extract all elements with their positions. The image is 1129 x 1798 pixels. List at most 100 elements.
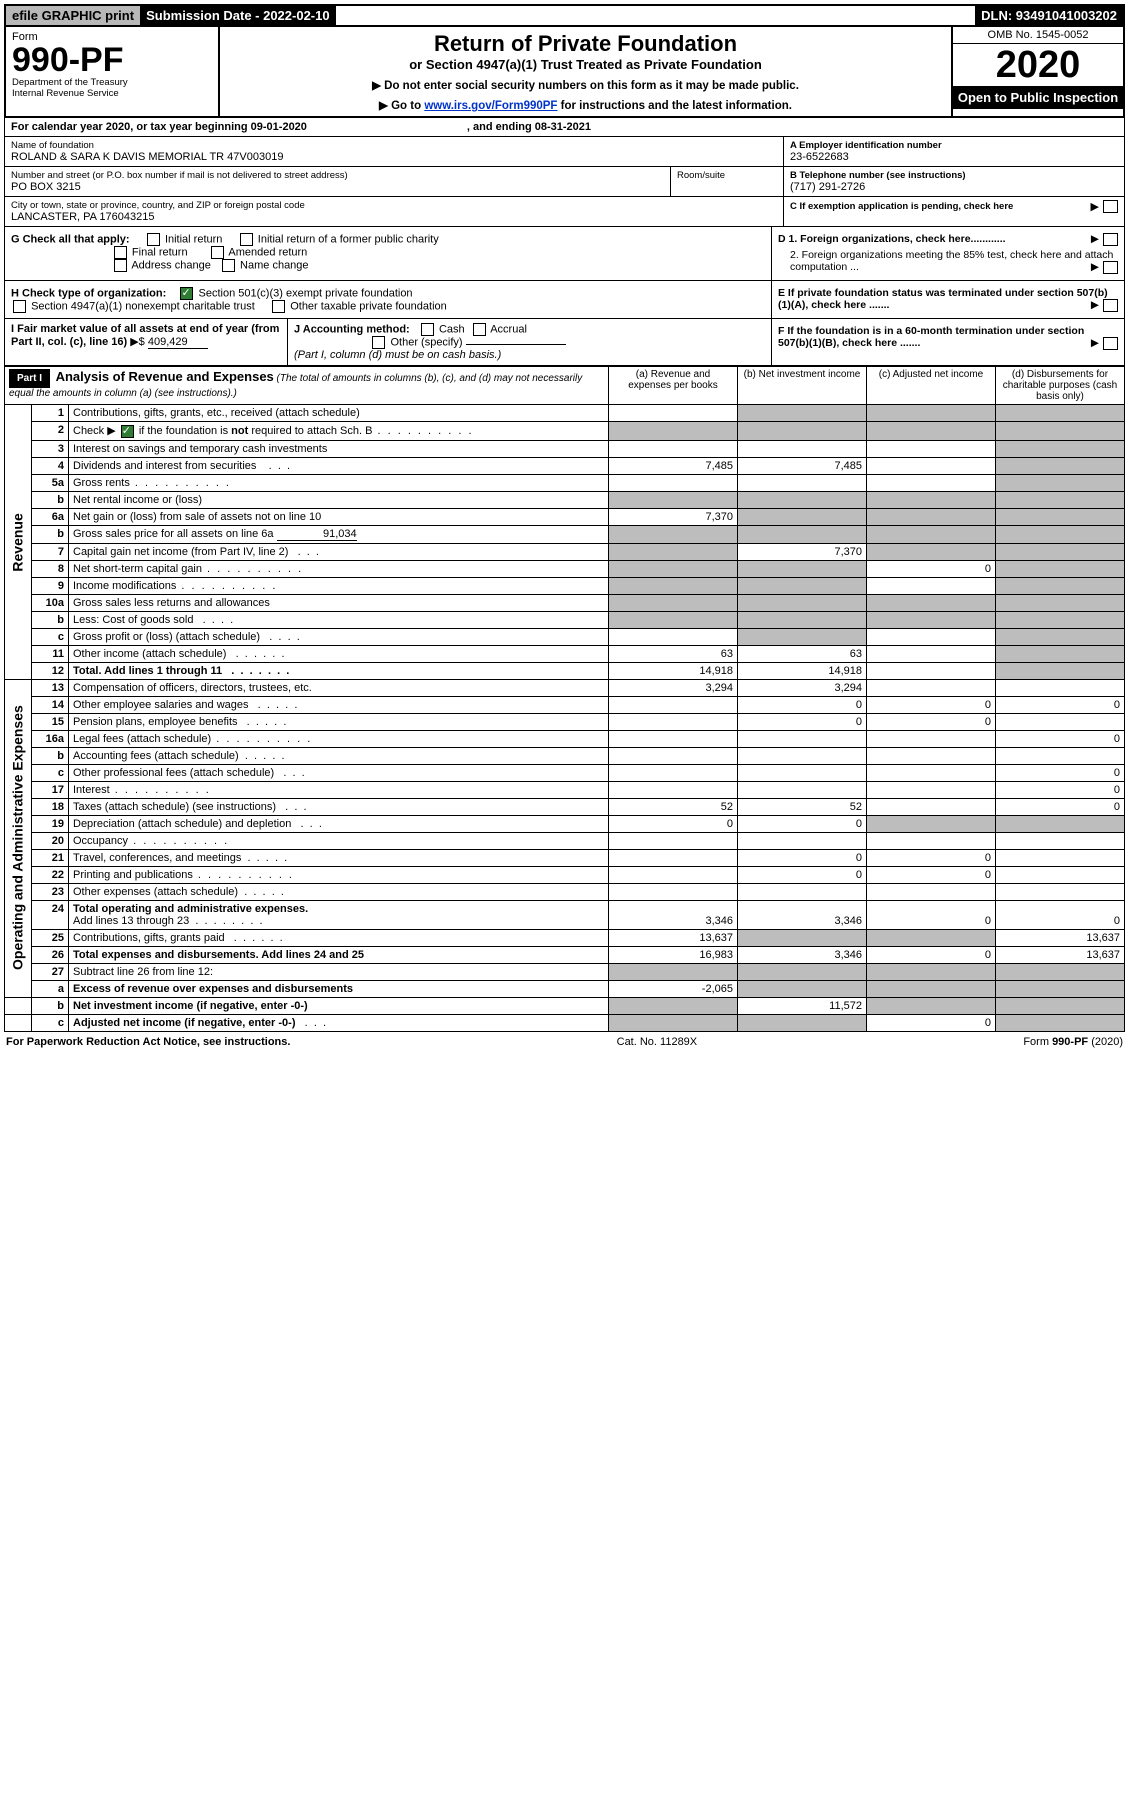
dept-label: Department of the Treasury (12, 77, 212, 88)
part1-table: Part I Analysis of Revenue and Expenses … (4, 366, 1125, 1032)
row-16a: Legal fees (attach schedule) (69, 730, 609, 747)
chk-address[interactable] (114, 259, 127, 272)
revenue-side: Revenue (5, 405, 32, 680)
row-16b: Accounting fees (attach schedule) . . . … (69, 747, 609, 764)
j-note: (Part I, column (d) must be on cash basi… (294, 349, 501, 361)
row-26: Total expenses and disbursements. Add li… (69, 946, 609, 963)
row-20: Occupancy (69, 832, 609, 849)
city-value: LANCASTER, PA 176043215 (11, 211, 777, 223)
row-4: Dividends and interest from securities .… (69, 457, 609, 474)
row-11: Other income (attach schedule) . . . . .… (69, 645, 609, 662)
chk-name[interactable] (222, 259, 235, 272)
part1-title: Analysis of Revenue and Expenses (56, 369, 274, 384)
form-title: Return of Private Foundation (226, 31, 945, 57)
i-value: 409,429 (148, 336, 208, 349)
chk-501c3[interactable] (180, 287, 193, 300)
row-8: Net short-term capital gain (69, 560, 609, 577)
row-10b: Less: Cost of goods sold . . . . (69, 611, 609, 628)
dln-label: DLN: 93491041003202 (975, 6, 1123, 25)
chk-cash[interactable] (421, 323, 434, 336)
chk-initial[interactable] (147, 233, 160, 246)
i-label: I Fair market value of all assets at end… (11, 323, 279, 348)
chk-other-method[interactable] (372, 336, 385, 349)
open-public: Open to Public Inspection (953, 86, 1123, 109)
efile-label[interactable]: efile GRAPHIC print (6, 6, 140, 25)
form-number: 990-PF (12, 43, 212, 77)
ein-label: A Employer identification number (790, 140, 1118, 151)
row-21: Travel, conferences, and meetings . . . … (69, 849, 609, 866)
irs-label: Internal Revenue Service (12, 88, 212, 99)
h-row: H Check type of organization: Section 50… (4, 281, 1125, 319)
g-row: G Check all that apply: Initial return I… (4, 227, 1125, 281)
omb-number: OMB No. 1545-0052 (953, 27, 1123, 44)
d2-checkbox[interactable] (1103, 261, 1118, 274)
d2-label: 2. Foreign organizations meeting the 85%… (790, 249, 1113, 273)
row-6a: Net gain or (loss) from sale of assets n… (69, 508, 609, 525)
row-9: Income modifications (69, 577, 609, 594)
room-label: Room/suite (671, 167, 783, 196)
h-label: H Check type of organization: (11, 287, 166, 299)
footer: For Paperwork Reduction Act Notice, see … (4, 1032, 1125, 1052)
irs-link[interactable]: www.irs.gov/Form990PF (424, 100, 557, 112)
inst-2: ▶ Go to www.irs.gov/Form990PF for instru… (226, 98, 945, 112)
form-header: Form 990-PF Department of the Treasury I… (4, 27, 1125, 118)
expenses-side: Operating and Administrative Expenses (5, 679, 32, 997)
f-checkbox[interactable] (1103, 337, 1118, 350)
footer-right: Form 990-PF (2020) (1023, 1036, 1123, 1048)
row-10a: Gross sales less returns and allowances (69, 594, 609, 611)
row-10c: Gross profit or (loss) (attach schedule)… (69, 628, 609, 645)
ein-value: 23-6522683 (790, 151, 1118, 163)
row-27: Subtract line 26 from line 12: (69, 963, 609, 980)
row-12: Total. Add lines 1 through 11 . . . . . … (69, 662, 609, 679)
chk-final[interactable] (114, 246, 127, 259)
ij-row: I Fair market value of all assets at end… (4, 319, 1125, 366)
row-1: Contributions, gifts, grants, etc., rece… (69, 405, 609, 422)
d1-checkbox[interactable] (1103, 233, 1118, 246)
g-label: G Check all that apply: (11, 233, 130, 245)
foundation-name-label: Name of foundation (11, 140, 777, 151)
row-24: Total operating and administrative expen… (69, 900, 609, 929)
row-2: Check ▶ if the foundation is not require… (69, 422, 609, 441)
row-5a: Gross rents (69, 474, 609, 491)
top-bar: efile GRAPHIC print Submission Date - 20… (4, 4, 1125, 27)
footer-mid: Cat. No. 11289X (617, 1036, 698, 1048)
row-6b: Gross sales price for all assets on line… (69, 525, 609, 543)
row-25: Contributions, gifts, grants paid . . . … (69, 929, 609, 946)
row-5b: Net rental income or (loss) (69, 491, 609, 508)
e-label: E If private foundation status was termi… (778, 287, 1108, 311)
row-19: Depreciation (attach schedule) and deple… (69, 815, 609, 832)
row-27c: Adjusted net income (if negative, enter … (69, 1014, 609, 1031)
row-15: Pension plans, employee benefits . . . .… (69, 713, 609, 730)
part1-label: Part I (9, 369, 50, 388)
row-16c: Other professional fees (attach schedule… (69, 764, 609, 781)
tax-year: 2020 (953, 44, 1123, 86)
c-label: C If exemption application is pending, c… (790, 201, 1013, 212)
chk-amended[interactable] (211, 246, 224, 259)
row-14: Other employee salaries and wages . . . … (69, 696, 609, 713)
chk-accrual[interactable] (473, 323, 486, 336)
form-subtitle: or Section 4947(a)(1) Trust Treated as P… (226, 57, 945, 72)
chk-schb[interactable] (121, 425, 134, 438)
row-27b: Net investment income (if negative, ente… (69, 997, 609, 1014)
col-d: (d) Disbursements for charitable purpose… (996, 367, 1125, 405)
c-checkbox[interactable] (1103, 200, 1118, 213)
submission-date: Submission Date - 2022-02-10 (140, 6, 336, 25)
col-c: (c) Adjusted net income (867, 367, 996, 405)
f-label: F If the foundation is in a 60-month ter… (778, 325, 1084, 349)
row-27a: Excess of revenue over expenses and disb… (69, 980, 609, 997)
info-block: Name of foundation ROLAND & SARA K DAVIS… (4, 137, 1125, 227)
chk-4947[interactable] (13, 300, 26, 313)
j-label: J Accounting method: (294, 323, 410, 335)
row-3: Interest on savings and temporary cash i… (69, 440, 609, 457)
d1-label: D 1. Foreign organizations, check here..… (778, 233, 1006, 245)
row-13: Compensation of officers, directors, tru… (69, 679, 609, 696)
chk-initial-former[interactable] (240, 233, 253, 246)
inst-1: ▶ Do not enter social security numbers o… (226, 78, 945, 92)
chk-other-tax[interactable] (272, 300, 285, 313)
addr-value: PO BOX 3215 (11, 181, 664, 193)
row-23: Other expenses (attach schedule) . . . .… (69, 883, 609, 900)
row-7: Capital gain net income (from Part IV, l… (69, 543, 609, 560)
e-checkbox[interactable] (1103, 299, 1118, 312)
row-18: Taxes (attach schedule) (see instruction… (69, 798, 609, 815)
row-22: Printing and publications (69, 866, 609, 883)
